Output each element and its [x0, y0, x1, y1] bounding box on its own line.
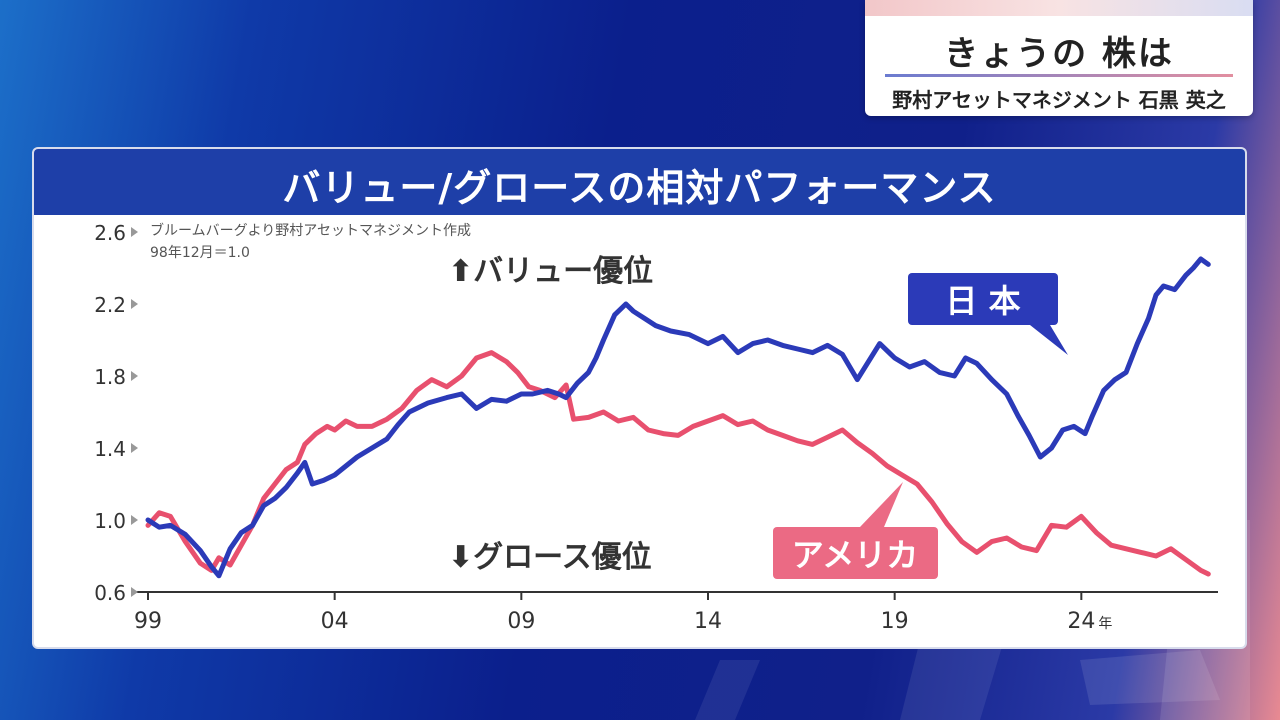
y-tick-label: 1.0 [94, 509, 126, 533]
base-note: 98年12月＝1.0 [150, 245, 250, 261]
y-tick-marker [131, 227, 138, 237]
y-tick-marker [131, 299, 138, 309]
series-line-usa [145, 350, 1211, 577]
program-badge: きょうの 株は 野村アセットマネジメント 石黒 英之 [865, 0, 1253, 116]
x-tick-label: 14 [694, 609, 722, 634]
y-tick-label: 1.8 [94, 365, 126, 389]
chart-title: バリュー/グロースの相対パフォーマンス [282, 166, 997, 210]
y-tick-label: 1.4 [94, 437, 126, 461]
badge-title: きょうの 株は [944, 34, 1174, 74]
x-tick-label: 24 [1067, 609, 1095, 634]
x-axis-unit: 年 [1098, 616, 1112, 632]
y-tick-marker [131, 587, 138, 597]
chart-panel: バリュー/グロースの相対パフォーマンス [34, 149, 1245, 647]
y-tick-marker [131, 443, 138, 453]
annotation-value-dominant: ⬆バリュー優位 [448, 254, 653, 289]
series-label-japan: 日 本 [945, 282, 1020, 320]
source-note: ブルームバーグより野村アセットマネジメント作成 [150, 222, 471, 239]
x-tick-label: 19 [881, 609, 909, 634]
y-tick-marker [131, 371, 138, 381]
x-tick-label: 09 [507, 609, 535, 634]
badge-topbar [865, 0, 1253, 16]
series-label-usa-box [773, 527, 938, 579]
series-label-japan-pointer [1030, 325, 1068, 355]
y-tick-label: 0.6 [94, 581, 126, 605]
chart-panel-header: バリュー/グロースの相対パフォーマンス [34, 149, 1245, 215]
series-label-usa: アメリカ [792, 536, 918, 574]
series-label-japan-box [908, 273, 1058, 325]
series-label-usa-pointer [860, 482, 903, 527]
series-line-japan [145, 256, 1211, 579]
y-tick-marker [131, 515, 138, 525]
badge-subtitle: 野村アセットマネジメント 石黒 英之 [892, 88, 1226, 112]
badge-divider [885, 74, 1233, 77]
annotation-growth-dominant: ⬇グロース優位 [448, 540, 652, 575]
x-tick-label: 04 [321, 609, 349, 634]
y-tick-label: 2.6 [94, 221, 126, 245]
y-tick-label: 2.2 [94, 293, 126, 317]
x-tick-label: 99 [134, 609, 162, 634]
